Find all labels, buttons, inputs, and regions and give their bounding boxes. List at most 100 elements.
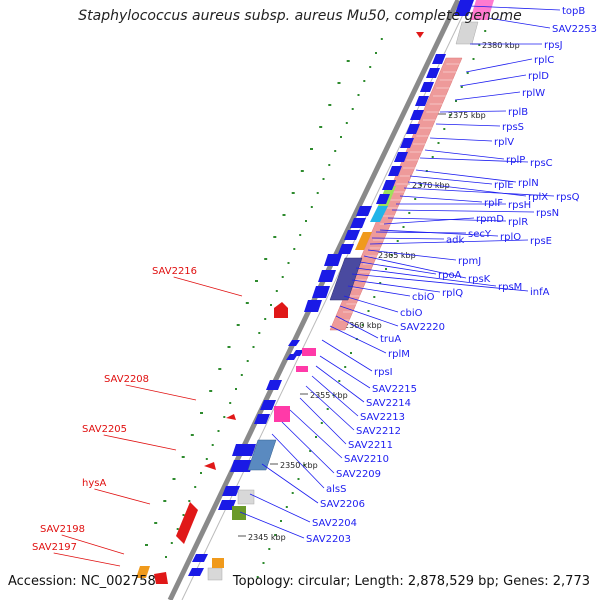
leader-line-right [315,365,365,403]
orf-dot [217,430,220,432]
gene-label-right: SAV2203 [306,534,351,545]
orf-dot [281,276,284,278]
orf-dot [345,122,348,124]
orf-dot [235,388,237,390]
cds-forward [400,138,414,148]
gene-red-top [416,32,424,38]
gene-grey-mid [237,489,255,505]
cds-forward [410,110,424,120]
leader-line-right [311,375,359,417]
orf-dot [340,136,342,138]
topology-text: Topology: circular; Length: 2,878,529 bp… [232,574,590,589]
orf-dot [466,72,469,74]
cds-reverse-hysA [176,502,198,544]
leader-line-right [469,5,561,11]
orf-dot [449,114,452,116]
orf-dot [274,534,277,536]
gene-label-right: rplR [508,217,528,228]
leader-line-right [383,217,475,225]
orf-dot [390,254,393,256]
right-labels-layer: topB SAV2253 rpsJ rplC rplD rplW rplB rpsS rplV r… [306,6,597,545]
gene-label-right: rplB [508,107,528,118]
orf-dot [303,464,306,466]
orf-dot [282,214,286,216]
gene-label-left: SAV2208 [104,374,149,385]
orf-dot [351,108,354,110]
cds-reverse-SAV2216 [274,302,288,318]
gene-label-right: rplO [500,232,521,243]
gene-label-right: SAV2206 [320,499,365,510]
leader-line-right [375,231,467,234]
orf-dot [280,520,282,522]
cds-forward [356,206,372,216]
orf-dot [443,128,446,130]
leader-line-right [329,325,387,354]
leader-line-right [299,397,347,445]
orf-dot [460,86,463,88]
gene-label-right: rplF [484,198,503,209]
gene-steel [247,439,277,471]
cds-forward [388,166,402,176]
orf-dot [455,100,457,102]
cds-forward [218,500,236,510]
orf-dot [337,82,341,84]
leader-line-right [319,355,371,389]
orf-dot [268,548,271,550]
orf-dot [154,522,158,524]
cds-forward [188,568,204,576]
cds-forward [288,340,300,346]
leader-line-right [371,237,445,240]
gene-label-right: rpmJ [458,256,481,267]
cds-forward [344,230,360,240]
orf-dot [338,380,341,382]
gene-label-right: SAV2213 [360,412,405,423]
orf-dot [209,390,213,392]
leader-line-right [459,74,527,87]
gene-olive [232,506,246,520]
gene-label-right: rpsM [498,282,522,293]
cds-forward [376,194,390,204]
leader-line-right [335,315,379,339]
ruler-label: 2370 kbp [412,181,450,190]
leader-line-right [399,195,483,203]
ruler-layer: 2380 kbp 2375 kbp 2370 kbp 2365 kbp 2360 kbp… [238,41,520,542]
cds-forward [192,554,208,562]
gene-label-right: infA [530,287,550,298]
gene-label-right: rpsI [374,367,393,378]
orf-dot [402,226,405,228]
orf-dot [369,66,372,68]
orf-dot [328,104,332,106]
leader-line-left [173,276,243,297]
orf-dot [182,514,185,516]
gene-label-right: rpsN [536,208,559,219]
gene-label-right: rplW [522,88,545,99]
gene-magenta-1 [302,348,316,356]
cds-forward [230,460,254,472]
orf-dot [305,220,307,222]
leader-line-right [239,511,305,539]
gene-label-right: rpsQ [556,192,580,203]
orf-dot [172,478,176,480]
leader-line-right [429,137,493,142]
gene-label-right: SAV2220 [400,322,445,333]
accession-text: Accession: NC_002758 [8,574,156,589]
leader-line-right [271,433,325,489]
orf-dot [396,240,399,242]
leader-line-left [94,488,151,505]
orf-dot [326,408,329,410]
orf-dot [145,544,148,546]
gene-magenta-3 [274,406,290,422]
cds-forward [286,354,298,360]
gene-label-right: SAV2253 [552,24,597,35]
cds-forward [426,68,440,78]
gene-label-left: SAV2205 [82,424,127,435]
orf-dot [379,282,382,284]
orf-dot [346,60,350,62]
orf-dot [270,304,272,306]
orf-dot [256,576,259,578]
gene-label-right: SAV2212 [356,426,401,437]
orf-dot [194,486,197,488]
gene-label-left: SAV2197 [32,542,77,553]
left-leader-lines [53,276,243,567]
